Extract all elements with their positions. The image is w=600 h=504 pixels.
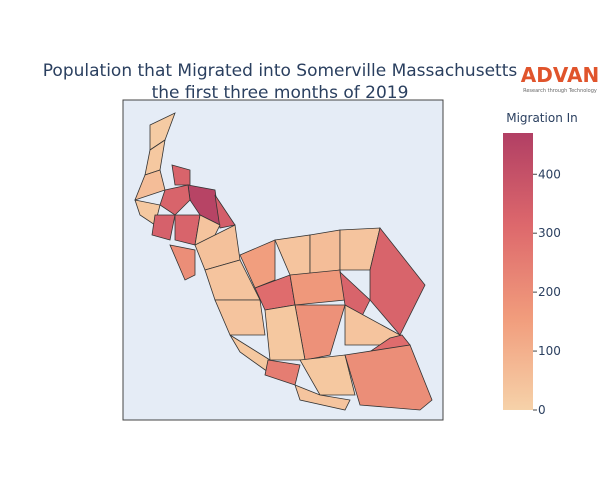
regions [134,112,433,411]
region [159,184,191,216]
logo-tagline: Research through Technology [523,88,597,94]
title-line: Population that Migrated into Somerville… [43,61,518,81]
colorbar-tick-label: 0 [538,403,546,417]
region [344,344,433,411]
region [294,384,351,411]
colorbar-tick-label: 400 [538,167,561,181]
colorbar-scale [503,133,533,410]
colorbar-tick-label: 300 [538,226,561,240]
colorbar-tick-label: 200 [538,285,561,299]
region [169,244,196,281]
region [309,229,341,276]
region [369,227,426,336]
region [151,214,176,241]
region [239,239,276,289]
region [214,194,236,229]
colorbar: 0 100 200 300 400 [503,133,561,417]
region [299,354,356,396]
colorbar-tick-label: 100 [538,344,561,358]
title-line: the first three months of 2019 [152,83,409,103]
logo-name: ADVAN [521,63,599,87]
region [214,299,266,336]
colorbar-title: Migration In [506,111,578,125]
region [289,269,346,306]
